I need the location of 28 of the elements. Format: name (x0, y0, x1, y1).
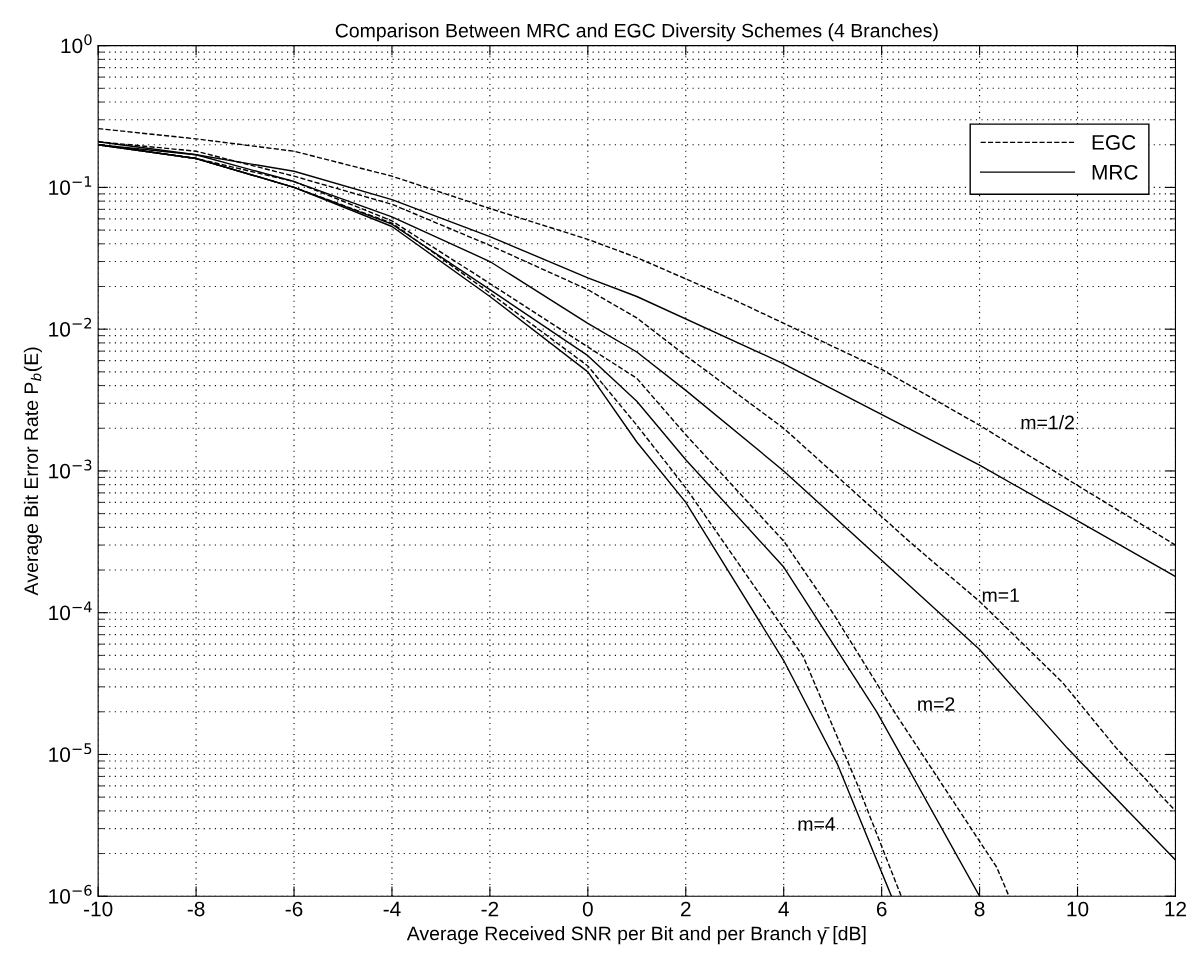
x-tick-label: 6 (876, 901, 887, 917)
annotation: m=2 (918, 697, 955, 711)
x-tick-label: 4 (778, 901, 789, 917)
annotation: m=1 (982, 588, 1019, 602)
x-tick-label: 12 (1165, 901, 1186, 917)
x-tick-label: -8 (187, 901, 205, 917)
x-tick-label: 0 (582, 901, 593, 917)
x-tick-label: -4 (383, 901, 401, 917)
x-tick-label: 2 (681, 901, 691, 917)
legend-label: EGC (1092, 135, 1136, 150)
x-tick-label: -2 (481, 901, 499, 917)
y-tick-label: 10$^{−2}$ (49, 317, 92, 337)
chart-title: Comparison Between MRC and EGC Diversity Schemes (4 Branches) (335, 23, 938, 42)
y-tick-label: 10$^{0}$ (61, 34, 92, 54)
x-axis-title: Average Received SNR per Bit and per Branch γ̄ [dB] (406, 926, 866, 945)
y-tick-label: 10$^{−3}$ (49, 459, 92, 479)
y-tick-label: 10$^{−6}$ (49, 884, 92, 904)
x-tick-label: 8 (974, 901, 985, 917)
y-tick-label: 10$^{−1}$ (49, 176, 92, 196)
legend-label: MRC (1092, 164, 1138, 180)
x-tick-label: -6 (285, 901, 303, 917)
y-axis-title: Average Bit Error Rate P$_{b}$(E) (23, 347, 42, 596)
x-tick-label: 10 (1067, 901, 1089, 917)
annotation: m=4 (798, 817, 836, 831)
annotation: m=1/2 (1021, 415, 1074, 430)
y-tick-label: 10$^{−5}$ (49, 743, 92, 763)
x-tick-label: -10 (84, 901, 113, 917)
y-tick-label: 10$^{−4}$ (49, 601, 92, 621)
